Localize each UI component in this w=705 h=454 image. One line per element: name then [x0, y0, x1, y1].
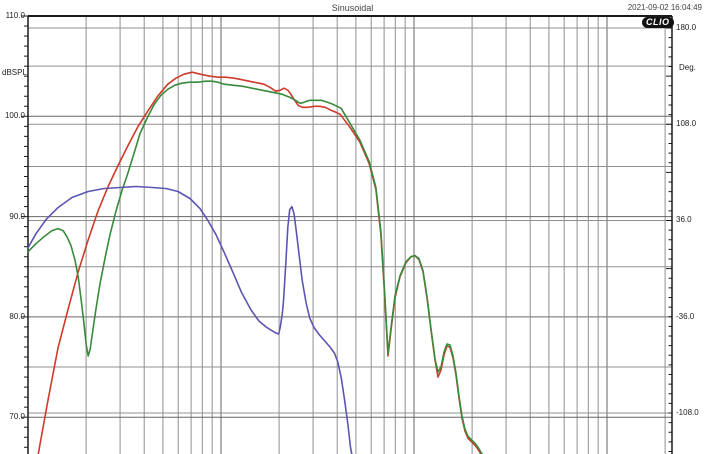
curve-response-green — [27, 80, 484, 454]
clio-logo: CLIO — [642, 17, 674, 28]
right-tick-label: -108.0 — [676, 407, 699, 417]
left-tick-label: 90.0 — [9, 211, 25, 221]
left-tick-label: 100.0 — [4, 111, 25, 121]
left-tick-label: 70.0 — [9, 412, 25, 422]
curve-response-blue — [27, 185, 353, 454]
right-tick-label: 36.0 — [676, 215, 692, 225]
right-tick-label: -36.0 — [676, 311, 695, 321]
left-axis-unit-label: dBSPL — [2, 68, 27, 77]
right-tick-label: 108.0 — [676, 119, 697, 129]
left-tick-label: 110.0 — [5, 11, 25, 20]
right-tick-label: 180.0 — [676, 23, 697, 32]
right-axis-unit-label: Deg. — [679, 63, 696, 72]
curve-response-red — [37, 71, 482, 454]
left-tick-label: 80.0 — [9, 311, 25, 321]
chart-title: Sinusoidal — [331, 3, 374, 13]
timestamp: 2021-09-02 16:04:49 — [627, 3, 702, 12]
